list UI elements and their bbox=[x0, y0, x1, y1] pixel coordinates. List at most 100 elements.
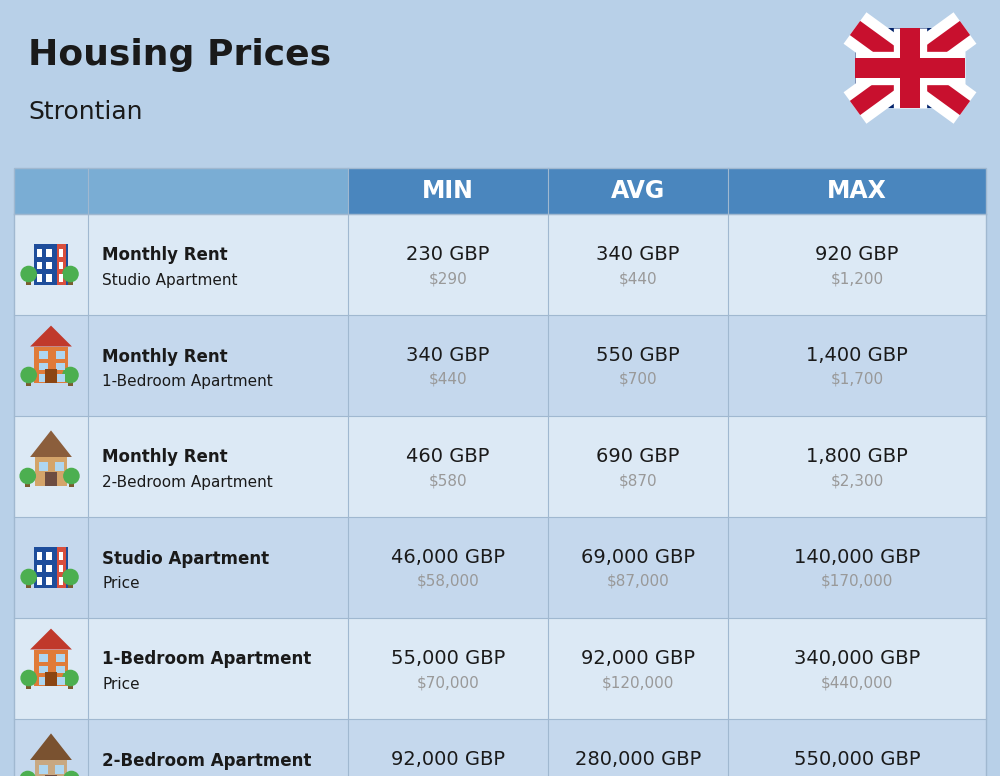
FancyBboxPatch shape bbox=[26, 580, 31, 588]
FancyBboxPatch shape bbox=[14, 416, 986, 517]
FancyBboxPatch shape bbox=[14, 214, 986, 315]
FancyBboxPatch shape bbox=[59, 565, 63, 572]
Text: Monthly Rent: Monthly Rent bbox=[102, 348, 228, 365]
Text: 550 GBP: 550 GBP bbox=[596, 346, 680, 365]
Text: $440,000: $440,000 bbox=[821, 675, 893, 690]
Circle shape bbox=[20, 771, 35, 776]
Text: 2-Bedroom Apartment: 2-Bedroom Apartment bbox=[102, 751, 311, 770]
Text: 1,800 GBP: 1,800 GBP bbox=[806, 447, 908, 466]
FancyBboxPatch shape bbox=[25, 480, 30, 487]
FancyBboxPatch shape bbox=[14, 719, 986, 776]
FancyBboxPatch shape bbox=[46, 249, 52, 257]
FancyBboxPatch shape bbox=[26, 682, 31, 689]
Polygon shape bbox=[30, 431, 72, 457]
FancyBboxPatch shape bbox=[14, 618, 986, 719]
Text: Studio Apartment: Studio Apartment bbox=[102, 273, 238, 288]
Polygon shape bbox=[30, 326, 72, 347]
Text: $170,000: $170,000 bbox=[821, 574, 893, 589]
FancyBboxPatch shape bbox=[56, 654, 65, 662]
FancyBboxPatch shape bbox=[35, 457, 67, 486]
FancyBboxPatch shape bbox=[56, 352, 65, 359]
FancyBboxPatch shape bbox=[37, 262, 42, 269]
FancyBboxPatch shape bbox=[39, 374, 48, 382]
FancyBboxPatch shape bbox=[59, 249, 63, 257]
Text: Strontian: Strontian bbox=[28, 100, 143, 124]
FancyBboxPatch shape bbox=[39, 677, 48, 684]
Text: $70,000: $70,000 bbox=[417, 675, 479, 690]
FancyBboxPatch shape bbox=[34, 546, 68, 588]
Circle shape bbox=[20, 469, 35, 483]
FancyBboxPatch shape bbox=[59, 553, 63, 560]
Circle shape bbox=[63, 570, 78, 584]
Circle shape bbox=[21, 570, 36, 584]
FancyBboxPatch shape bbox=[34, 650, 68, 686]
FancyBboxPatch shape bbox=[37, 577, 42, 584]
Polygon shape bbox=[30, 733, 72, 760]
FancyBboxPatch shape bbox=[46, 577, 52, 584]
Text: 340 GBP: 340 GBP bbox=[596, 245, 680, 264]
Text: 920 GBP: 920 GBP bbox=[815, 245, 899, 264]
Text: 55,000 GBP: 55,000 GBP bbox=[391, 649, 505, 668]
Text: AVG: AVG bbox=[611, 179, 665, 203]
Text: $120,000: $120,000 bbox=[602, 675, 674, 690]
FancyBboxPatch shape bbox=[46, 274, 52, 282]
FancyBboxPatch shape bbox=[68, 278, 73, 286]
Circle shape bbox=[21, 367, 36, 383]
FancyBboxPatch shape bbox=[26, 278, 31, 286]
Text: 280,000 GBP: 280,000 GBP bbox=[575, 750, 701, 769]
FancyBboxPatch shape bbox=[59, 262, 63, 269]
FancyBboxPatch shape bbox=[55, 462, 64, 471]
FancyBboxPatch shape bbox=[39, 765, 48, 774]
FancyBboxPatch shape bbox=[57, 546, 66, 588]
Text: 1,400 GBP: 1,400 GBP bbox=[806, 346, 908, 365]
Text: $87,000: $87,000 bbox=[607, 574, 669, 589]
FancyBboxPatch shape bbox=[46, 565, 52, 572]
FancyBboxPatch shape bbox=[37, 553, 42, 560]
Text: $58,000: $58,000 bbox=[417, 574, 479, 589]
FancyBboxPatch shape bbox=[34, 347, 68, 383]
FancyBboxPatch shape bbox=[855, 28, 965, 108]
FancyBboxPatch shape bbox=[39, 654, 48, 662]
FancyBboxPatch shape bbox=[46, 262, 52, 269]
Text: Housing Prices: Housing Prices bbox=[28, 38, 331, 72]
FancyBboxPatch shape bbox=[68, 379, 73, 386]
FancyBboxPatch shape bbox=[68, 580, 73, 588]
Text: $1,700: $1,700 bbox=[830, 372, 884, 387]
Text: $440: $440 bbox=[619, 271, 657, 286]
FancyBboxPatch shape bbox=[59, 274, 63, 282]
FancyBboxPatch shape bbox=[37, 274, 42, 282]
Text: 1-Bedroom Apartment: 1-Bedroom Apartment bbox=[102, 374, 273, 389]
Text: $870: $870 bbox=[619, 473, 657, 488]
Text: 690 GBP: 690 GBP bbox=[596, 447, 680, 466]
FancyBboxPatch shape bbox=[35, 760, 67, 776]
Text: 230 GBP: 230 GBP bbox=[406, 245, 490, 264]
FancyBboxPatch shape bbox=[39, 462, 48, 471]
Text: $580: $580 bbox=[429, 473, 467, 488]
Circle shape bbox=[63, 670, 78, 686]
Text: 550,000 GBP: 550,000 GBP bbox=[794, 750, 920, 769]
Text: 46,000 GBP: 46,000 GBP bbox=[391, 548, 505, 567]
Text: $290: $290 bbox=[429, 271, 467, 286]
Text: Monthly Rent: Monthly Rent bbox=[102, 247, 228, 265]
FancyBboxPatch shape bbox=[26, 379, 31, 386]
FancyBboxPatch shape bbox=[37, 565, 42, 572]
Circle shape bbox=[64, 771, 79, 776]
Text: 2-Bedroom Apartment: 2-Bedroom Apartment bbox=[102, 475, 273, 490]
Text: 92,000 GBP: 92,000 GBP bbox=[391, 750, 505, 769]
FancyBboxPatch shape bbox=[14, 168, 986, 214]
FancyBboxPatch shape bbox=[56, 374, 65, 382]
Text: Monthly Rent: Monthly Rent bbox=[102, 449, 228, 466]
FancyBboxPatch shape bbox=[59, 577, 63, 584]
FancyBboxPatch shape bbox=[56, 666, 65, 674]
FancyBboxPatch shape bbox=[68, 682, 73, 689]
Polygon shape bbox=[30, 629, 72, 650]
FancyBboxPatch shape bbox=[45, 672, 57, 686]
FancyBboxPatch shape bbox=[14, 315, 986, 416]
Text: 140,000 GBP: 140,000 GBP bbox=[794, 548, 920, 567]
Text: 92,000 GBP: 92,000 GBP bbox=[581, 649, 695, 668]
FancyBboxPatch shape bbox=[69, 480, 74, 487]
FancyBboxPatch shape bbox=[14, 517, 986, 618]
Text: $2,300: $2,300 bbox=[830, 473, 884, 488]
FancyBboxPatch shape bbox=[34, 244, 68, 286]
FancyBboxPatch shape bbox=[39, 666, 48, 674]
